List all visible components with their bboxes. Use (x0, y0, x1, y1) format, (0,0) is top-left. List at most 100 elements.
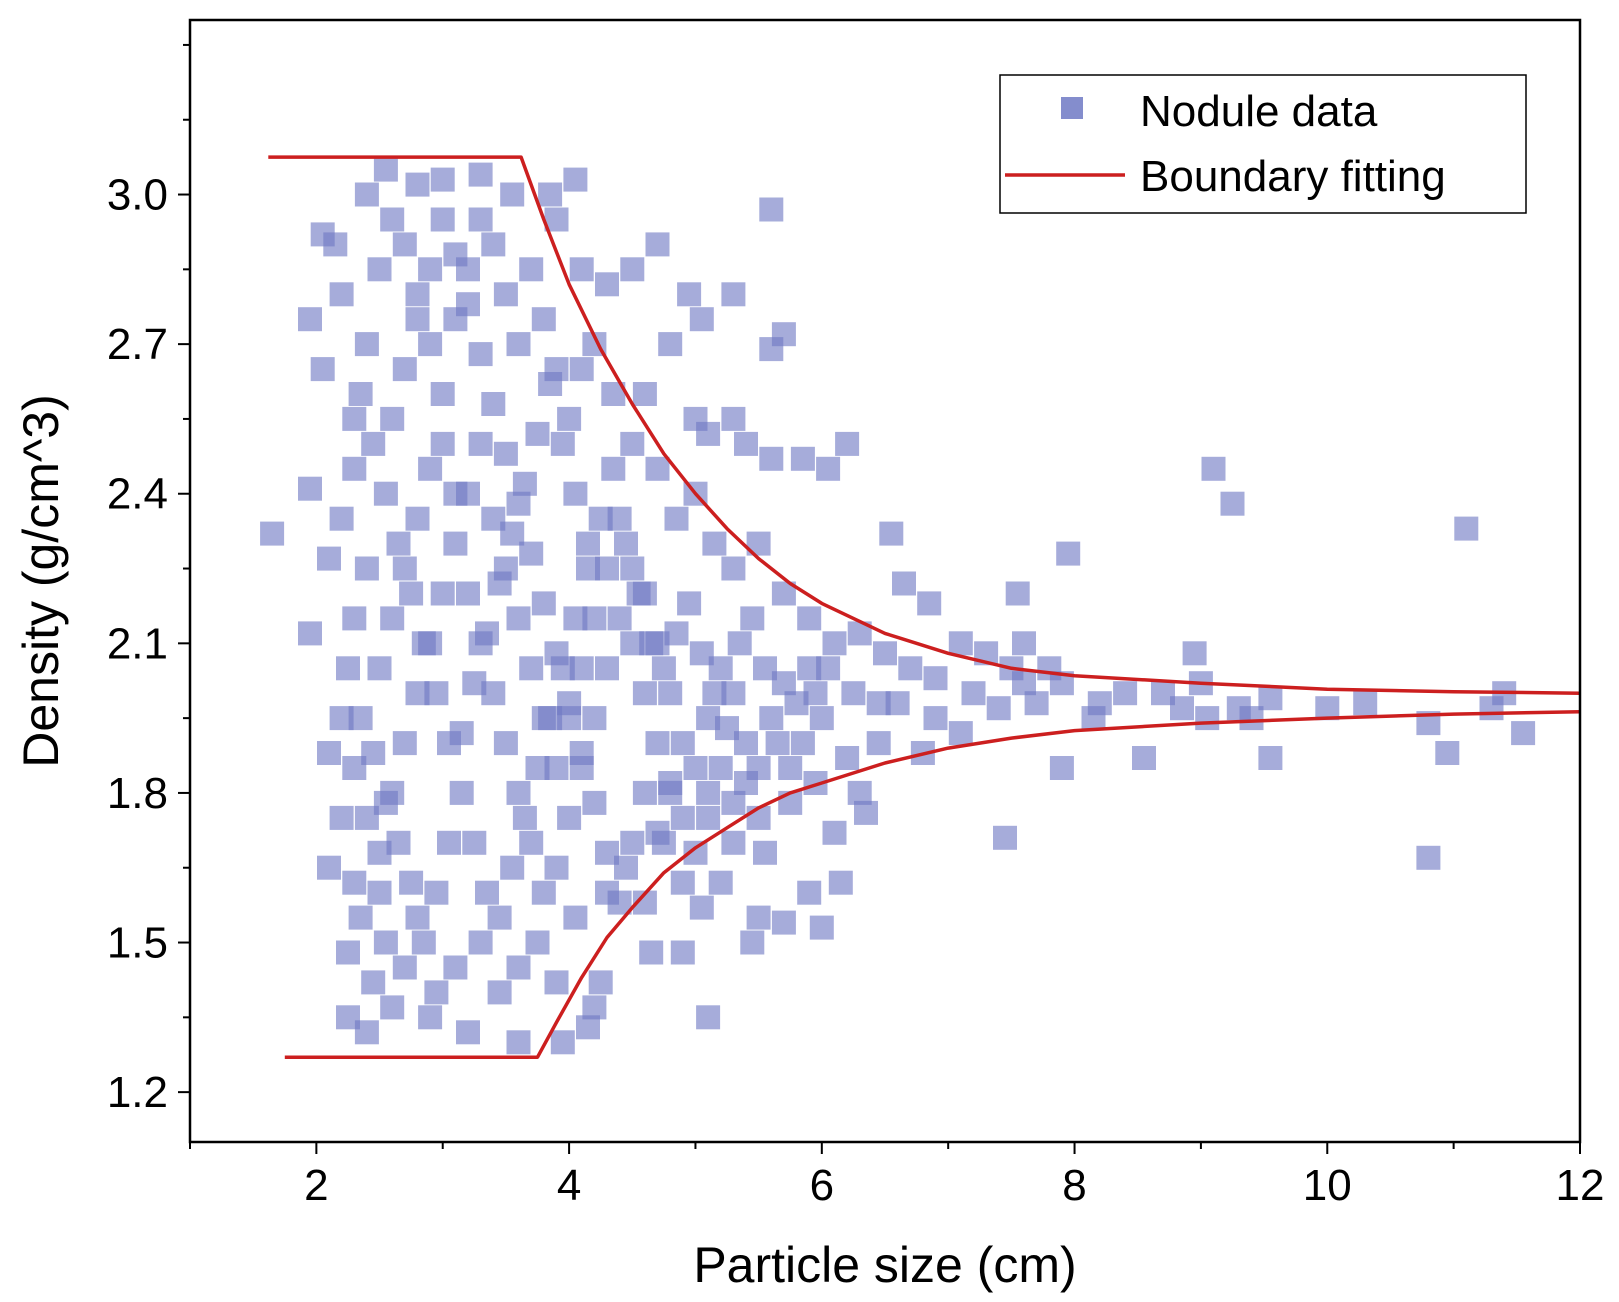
data-point (620, 830, 645, 855)
data-point (1012, 671, 1036, 696)
data-point (298, 307, 322, 332)
data-point (892, 571, 916, 596)
data-point (1087, 691, 1112, 716)
data-point (506, 491, 531, 516)
data-point (500, 855, 525, 880)
data-point (481, 392, 506, 416)
data-point (468, 342, 493, 367)
data-point (336, 940, 360, 965)
data-point (620, 556, 645, 581)
data-point (702, 531, 727, 556)
data-point (405, 506, 430, 531)
y-tick-label: 1.8 (107, 769, 168, 818)
data-point (683, 756, 708, 780)
data-point (689, 895, 714, 920)
data-point (430, 167, 455, 192)
data-point (443, 531, 468, 556)
data-point (386, 531, 411, 556)
data-point (342, 870, 367, 895)
x-tick-label: 2 (304, 1161, 328, 1210)
data-point (462, 830, 487, 855)
data-point (468, 431, 493, 456)
data-point (645, 820, 670, 845)
data-point (563, 481, 588, 506)
data-point (392, 232, 417, 257)
y-tick-label: 1.2 (107, 1068, 168, 1117)
data-point (696, 1005, 721, 1030)
data-point (797, 880, 822, 905)
data-point (1037, 656, 1062, 681)
data-point (1201, 456, 1226, 481)
data-point (923, 666, 948, 691)
data-point (601, 456, 626, 481)
data-point (411, 631, 436, 656)
data-point (342, 606, 367, 631)
data-point (424, 880, 449, 905)
data-point (348, 382, 373, 406)
data-point (380, 207, 405, 232)
data-point (1012, 631, 1036, 656)
data-point (373, 481, 398, 506)
data-point (519, 656, 544, 681)
data-point (506, 780, 531, 805)
data-point (557, 691, 582, 716)
data-point (582, 790, 607, 815)
data-point (632, 780, 657, 805)
data-point (620, 431, 645, 456)
data-point (329, 805, 354, 830)
data-point (677, 282, 702, 307)
data-point (493, 282, 518, 307)
data-point (595, 272, 619, 297)
data-point (367, 257, 392, 282)
data-point (715, 716, 739, 741)
data-point (689, 307, 714, 332)
data-point (1416, 845, 1441, 870)
data-point (803, 681, 828, 706)
data-point (816, 656, 841, 681)
legend-label-boundary-fitting: Boundary fitting (1140, 152, 1446, 201)
data-point (544, 970, 569, 995)
data-point (708, 870, 733, 895)
data-point (538, 182, 563, 207)
data-point (373, 157, 398, 182)
data-point (405, 905, 430, 930)
data-point (746, 905, 771, 930)
data-point (702, 681, 727, 706)
data-point (1056, 541, 1081, 566)
data-point (1151, 681, 1175, 706)
data-point (367, 880, 392, 905)
data-point (689, 641, 714, 666)
data-point (386, 830, 411, 855)
data-point (576, 1015, 600, 1040)
data-point (582, 706, 607, 731)
legend-marker-nodule-data (1061, 97, 1083, 119)
data-point (569, 741, 594, 765)
data-point (632, 681, 657, 706)
data-point (835, 746, 860, 770)
data-point (373, 790, 398, 815)
data-point (828, 870, 853, 895)
data-point (923, 706, 948, 731)
data-point (557, 406, 582, 431)
data-point (443, 242, 468, 267)
data-point (317, 855, 341, 880)
data-point (759, 446, 784, 471)
data-point (632, 382, 657, 406)
data-point (822, 820, 847, 845)
boundary-upper-line (268, 155, 1581, 695)
data-point (544, 641, 569, 666)
data-point (310, 357, 335, 382)
data-point (658, 681, 683, 706)
data-point (569, 257, 594, 282)
data-point (670, 870, 695, 895)
data-point (519, 830, 544, 855)
data-point (380, 995, 405, 1020)
data-point (696, 805, 721, 830)
data-point (456, 581, 480, 606)
data-point (898, 656, 923, 681)
data-point (437, 830, 461, 855)
y-axis-title: Density (g/cm^3) (13, 394, 69, 768)
data-point (430, 207, 455, 232)
